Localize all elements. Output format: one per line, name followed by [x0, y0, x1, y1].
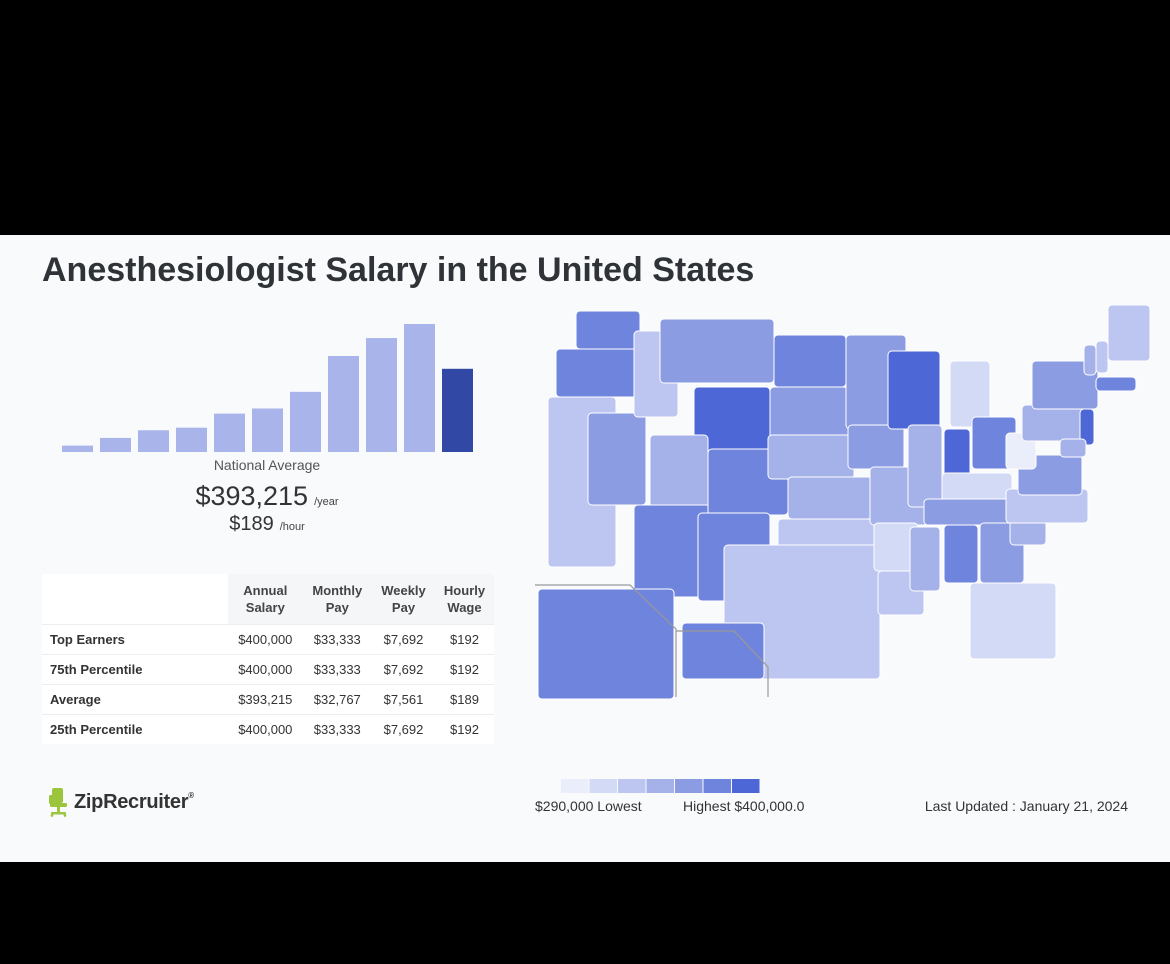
- cell-weekly: $7,692: [371, 654, 436, 685]
- state-ak[interactable]: [537, 588, 675, 700]
- state-hi[interactable]: [681, 622, 765, 680]
- histogram-bar: [328, 356, 359, 452]
- state-ms[interactable]: [909, 526, 941, 592]
- table-row: Average $393,215 $32,767 $7,561 $189: [42, 684, 494, 715]
- table-row: 25th Percentile $400,000 $33,333 $7,692 …: [42, 714, 494, 744]
- state-mt[interactable]: [659, 318, 775, 384]
- cell-hourly: $189: [435, 684, 494, 715]
- state-nj[interactable]: [1079, 408, 1095, 446]
- chair-icon: [49, 788, 67, 817]
- header-annual-salary: Annual Salary: [228, 574, 303, 625]
- row-label: Top Earners: [42, 624, 228, 655]
- cell-weekly: $7,692: [371, 624, 436, 655]
- histogram-bar: [100, 437, 131, 452]
- state-ia[interactable]: [847, 424, 905, 470]
- cell-monthly: $33,333: [302, 714, 372, 744]
- legend-swatch: [589, 779, 617, 793]
- us-salary-map: [535, 305, 1151, 700]
- header-blank: [42, 574, 228, 625]
- histogram-bar: [290, 391, 321, 452]
- legend-swatch: [561, 779, 589, 793]
- national-average-hourly: $189/hour: [42, 513, 492, 536]
- legend-low-label: $290,000 Lowest: [535, 798, 642, 814]
- legend-swatch: [732, 779, 760, 793]
- cell-weekly: $7,561: [371, 684, 436, 715]
- state-fl[interactable]: [969, 582, 1057, 660]
- alaska-inset-border: [535, 584, 677, 697]
- state-wi[interactable]: [887, 350, 941, 430]
- state-wv[interactable]: [1005, 432, 1037, 470]
- row-label: 75th Percentile: [42, 654, 228, 685]
- histogram-bar: [366, 338, 397, 452]
- cell-monthly: $33,333: [302, 654, 372, 685]
- cell-hourly: $192: [435, 654, 494, 685]
- ziprecruiter-logo[interactable]: ZipRecruiter®: [48, 786, 194, 818]
- histogram-bar: [62, 445, 93, 452]
- state-nd[interactable]: [773, 334, 847, 388]
- table-row: 75th Percentile $400,000 $33,333 $7,692 …: [42, 654, 494, 685]
- state-mi[interactable]: [949, 360, 991, 428]
- logo-wordmark: ZipRecruiter®: [74, 790, 194, 813]
- state-pa[interactable]: [1021, 404, 1085, 442]
- cell-monthly: $32,767: [302, 684, 372, 715]
- header-hourly-wage: Hourly Wage: [435, 574, 494, 625]
- last-updated: Last Updated : January 21, 2024: [924, 798, 1128, 814]
- page-title: Anesthesiologist Salary in the United St…: [42, 251, 755, 289]
- header-weekly-pay: Weekly Pay: [371, 574, 436, 625]
- state-ky[interactable]: [941, 472, 1013, 502]
- national-average-label: National Average: [213, 457, 321, 473]
- pay-table-header-row: Annual Salary Monthly Pay Weekly Pay Hourly…: [42, 574, 494, 625]
- table-row: Top Earners $400,000 $33,333 $7,692 $192: [42, 624, 494, 655]
- histogram-bar: [442, 368, 473, 452]
- state-sd[interactable]: [769, 386, 849, 440]
- legend-swatch: [675, 779, 703, 793]
- state-wa[interactable]: [575, 310, 641, 350]
- salary-histogram: [62, 324, 473, 452]
- histogram-bar: [252, 408, 283, 452]
- national-average-yearly: $393,215/year: [42, 481, 492, 512]
- hourly-value: $189: [229, 513, 274, 535]
- state-or[interactable]: [555, 348, 639, 398]
- cell-hourly: $192: [435, 714, 494, 744]
- histogram-bar: [138, 430, 169, 452]
- state-ma[interactable]: [1095, 376, 1137, 392]
- legend-swatch: [703, 779, 731, 793]
- state-nh[interactable]: [1095, 340, 1109, 374]
- cell-monthly: $33,333: [302, 624, 372, 655]
- map-legend-scale: [561, 779, 760, 793]
- state-al[interactable]: [943, 524, 979, 584]
- legend-swatch: [618, 779, 646, 793]
- hawaii-inset-border: [676, 630, 769, 697]
- cell-annual: $393,215: [228, 684, 303, 715]
- row-label: Average: [42, 684, 228, 715]
- state-ks[interactable]: [787, 476, 873, 520]
- state-md[interactable]: [1059, 438, 1087, 458]
- state-ut[interactable]: [649, 434, 709, 510]
- yearly-value: $393,215: [195, 481, 309, 511]
- state-il[interactable]: [907, 424, 943, 508]
- pay-table: Annual Salary Monthly Pay Weekly Pay Hourly…: [42, 574, 494, 744]
- histogram-bar: [176, 427, 207, 452]
- row-label: 25th Percentile: [42, 714, 228, 744]
- legend-swatch: [646, 779, 674, 793]
- cell-hourly: $192: [435, 624, 494, 655]
- yearly-unit: /year: [314, 496, 339, 508]
- state-nv[interactable]: [587, 412, 647, 506]
- cell-annual: $400,000: [228, 624, 303, 655]
- cell-weekly: $7,692: [371, 714, 436, 744]
- state-ne[interactable]: [767, 434, 855, 480]
- state-tn[interactable]: [923, 498, 1017, 526]
- header-monthly-pay: Monthly Pay: [302, 574, 372, 625]
- cell-annual: $400,000: [228, 654, 303, 685]
- legend-high-label: Highest $400,000.0: [683, 798, 805, 814]
- histogram-bar: [404, 324, 435, 452]
- state-me[interactable]: [1107, 305, 1151, 362]
- salary-card: Anesthesiologist Salary in the United St…: [0, 235, 1170, 862]
- state-vt[interactable]: [1083, 344, 1097, 376]
- cell-annual: $400,000: [228, 714, 303, 744]
- histogram-bar: [214, 413, 245, 452]
- hourly-unit: /hour: [279, 521, 305, 533]
